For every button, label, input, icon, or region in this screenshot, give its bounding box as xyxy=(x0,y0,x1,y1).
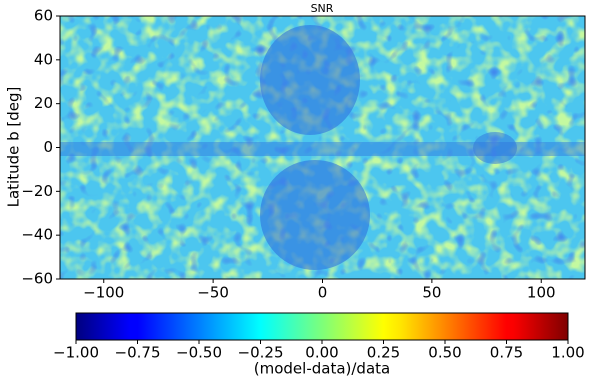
colorbar-label: (model-data)/data xyxy=(254,360,390,378)
chart-title: SNR xyxy=(311,2,334,15)
colorbar-tick-label: −0.75 xyxy=(115,344,161,362)
y-tick-label: −60 xyxy=(21,270,53,288)
colorbar-tick-label: 1.00 xyxy=(551,344,584,362)
colorbar-tick-label: 0.25 xyxy=(367,344,400,362)
y-tick-label: 20 xyxy=(34,94,53,112)
colorbar-tick-label: −0.25 xyxy=(238,344,284,362)
heatmap-image xyxy=(60,16,585,279)
x-tick-label: −100 xyxy=(83,284,124,302)
x-tick-label: 0 xyxy=(318,284,328,302)
colorbar-tick-label: 0.50 xyxy=(428,344,461,362)
colorbar-tick-label: 0.75 xyxy=(490,344,523,362)
y-tick-label: 40 xyxy=(34,50,53,68)
colorbar-tick-label: −0.50 xyxy=(176,344,222,362)
y-tick-label: 0 xyxy=(43,138,53,156)
y-tick-label: −20 xyxy=(21,182,53,200)
colorbar-tick-label: 0.00 xyxy=(305,344,338,362)
colorbar-tick-label: −1.00 xyxy=(53,344,99,362)
y-axis-label: Latitude b [deg] xyxy=(5,87,23,208)
x-tick-label: −50 xyxy=(197,284,229,302)
x-tick-label: 100 xyxy=(527,284,556,302)
y-tick-label: 60 xyxy=(34,7,53,25)
y-tick-label: −40 xyxy=(21,226,53,244)
colorbar xyxy=(75,312,569,341)
x-tick-label: 50 xyxy=(422,284,441,302)
